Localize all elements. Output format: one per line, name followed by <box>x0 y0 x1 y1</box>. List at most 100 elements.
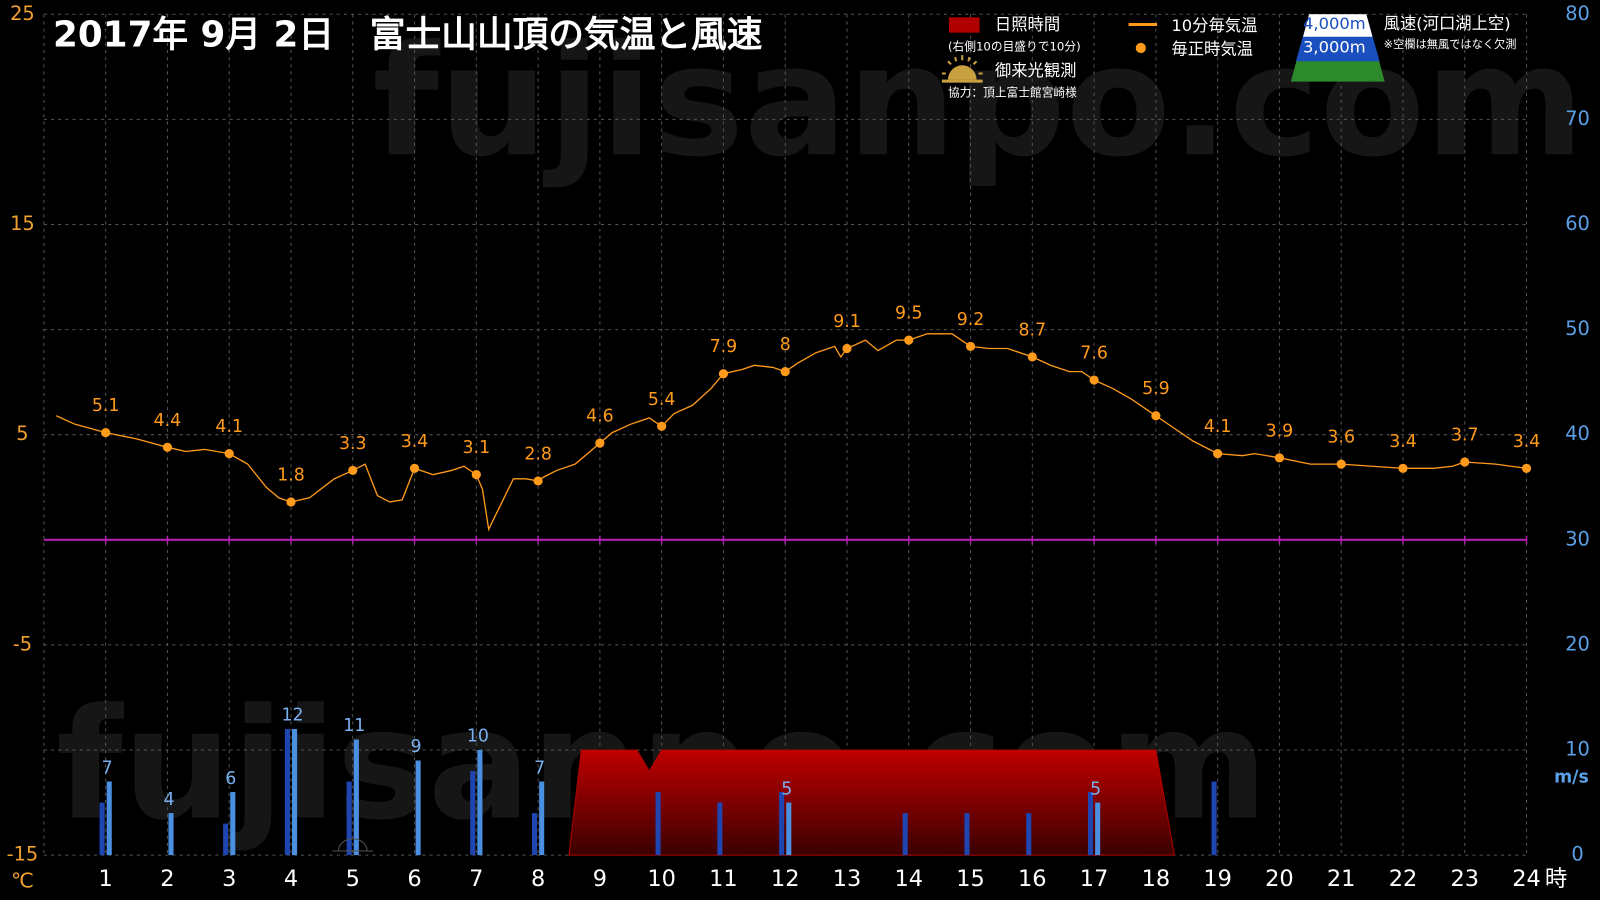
y2-tick-label: 40 <box>1565 422 1590 445</box>
x-tick-label: 14 <box>894 866 923 892</box>
x-tick-label: 15 <box>956 866 985 892</box>
legend-swatch <box>948 17 980 33</box>
point-label: 3.1 <box>463 438 491 458</box>
hourly-point <box>1274 453 1285 463</box>
wind-bar <box>346 781 352 856</box>
x-tick-label: 3 <box>222 866 236 892</box>
mountain-icon <box>1290 14 1385 82</box>
point-label: 2.8 <box>524 444 552 464</box>
x-tick-label: 23 <box>1450 866 1479 892</box>
point-label: 5.9 <box>1142 379 1170 399</box>
x-tick-label: 16 <box>1018 866 1047 892</box>
y2-tick-label: 60 <box>1565 212 1590 235</box>
y-tick-label: 5 <box>16 422 28 445</box>
point-label: 9.1 <box>833 312 861 332</box>
wind-bar <box>223 823 229 856</box>
hourly-point <box>1460 457 1470 467</box>
legend-note: (右側10の目盛りで10分) <box>948 39 1081 53</box>
x-tick-label: 8 <box>531 866 545 892</box>
point-label: 5.1 <box>92 396 120 416</box>
hourly-point <box>1521 463 1532 473</box>
point-label: 5.4 <box>648 390 676 410</box>
x-tick-label: 1 <box>99 866 113 892</box>
sun-icon <box>941 55 983 83</box>
hourly-point <box>780 367 790 377</box>
legend-swatch <box>1135 42 1146 54</box>
x-tick-label: 19 <box>1203 866 1232 892</box>
chart-title: 2017年 9月 2日 富士山山頂の気温と風速 <box>53 15 763 56</box>
bar-label: 7 <box>102 758 113 778</box>
wind-bar <box>717 802 723 856</box>
wind-bar <box>353 739 359 856</box>
hourly-point <box>101 428 111 438</box>
y2-tick-label: 70 <box>1565 107 1590 130</box>
x-tick-label: 2 <box>160 866 174 892</box>
wind-bar <box>964 813 970 856</box>
legend-label: 10分毎気温 <box>1171 16 1257 35</box>
point-label: 3.4 <box>401 432 429 452</box>
x-tick-label: 12 <box>771 866 800 892</box>
bar-label: 4 <box>163 790 174 810</box>
legend-label: 3,000m <box>1303 37 1366 56</box>
x-tick-label: 10 <box>647 866 676 892</box>
hourly-point <box>904 335 914 345</box>
y-tick-label: 25 <box>10 2 35 25</box>
y-axis-label: ℃ <box>11 869 34 893</box>
wind-bar <box>786 802 792 856</box>
wind-bar <box>168 813 174 856</box>
wind-bar <box>655 792 661 856</box>
x-tick-label: 11 <box>709 866 738 892</box>
wind-bar <box>99 802 105 856</box>
watermark: fujisanpo.com <box>372 13 1584 191</box>
wind-bar <box>1095 802 1101 856</box>
point-label: 3.4 <box>1513 432 1541 452</box>
wind-bar <box>1026 813 1032 856</box>
bar-label: 5 <box>1090 779 1101 799</box>
x-tick-label: 4 <box>284 866 298 892</box>
point-label: 3.6 <box>1327 428 1355 448</box>
bar-label: 12 <box>281 706 303 726</box>
hourly-point <box>162 442 173 452</box>
point-label: 4.4 <box>154 411 182 431</box>
hourly-point <box>842 343 852 354</box>
y2-tick-label: 50 <box>1565 317 1590 340</box>
point-label: 1.8 <box>277 465 305 485</box>
wind-bar <box>284 728 290 856</box>
x-tick-label: 21 <box>1327 866 1356 892</box>
x-tick-label: 18 <box>1142 866 1171 892</box>
legend-note: ※空欄は無風ではなく欠測 <box>1384 37 1517 51</box>
hourly-point <box>1213 449 1223 459</box>
x-tick-label: 13 <box>833 866 862 892</box>
hourly-point <box>1027 352 1037 362</box>
bar-label: 9 <box>411 737 422 757</box>
y-tick-label: -5 <box>13 632 32 655</box>
wind-bar <box>470 771 476 856</box>
hourly-point <box>286 497 296 507</box>
point-label: 4.1 <box>215 417 243 437</box>
x-tick-label: 17 <box>1080 866 1109 892</box>
wind-bar <box>415 760 421 856</box>
hourly-point <box>348 465 358 476</box>
wind-bar <box>106 781 112 856</box>
hourly-point <box>533 476 543 486</box>
x-tick-label: 24 <box>1512 866 1541 892</box>
legend-label: 毎正時気温 <box>1171 40 1253 59</box>
bar-label: 6 <box>225 769 236 789</box>
point-label: 8.7 <box>1019 320 1047 340</box>
hourly-point <box>409 463 420 473</box>
y2-axis-label: m/s <box>1554 768 1589 788</box>
legend-title: 風速(河口湖上空) <box>1384 14 1511 33</box>
wind-bar <box>477 750 483 856</box>
wind-bar <box>531 813 538 856</box>
wind-bar <box>230 792 236 856</box>
hourly-point <box>1398 463 1408 473</box>
point-label: 7.9 <box>710 337 738 357</box>
x-tick-label: 22 <box>1389 866 1418 892</box>
legend-label: 4,000m <box>1303 14 1366 33</box>
point-label: 3.9 <box>1266 421 1294 441</box>
hourly-point <box>595 438 605 448</box>
x-axis-label: 時 <box>1545 866 1567 892</box>
point-label: 3.3 <box>339 434 367 454</box>
sunrise-marker <box>332 838 374 852</box>
x-tick-label: 5 <box>346 866 360 892</box>
